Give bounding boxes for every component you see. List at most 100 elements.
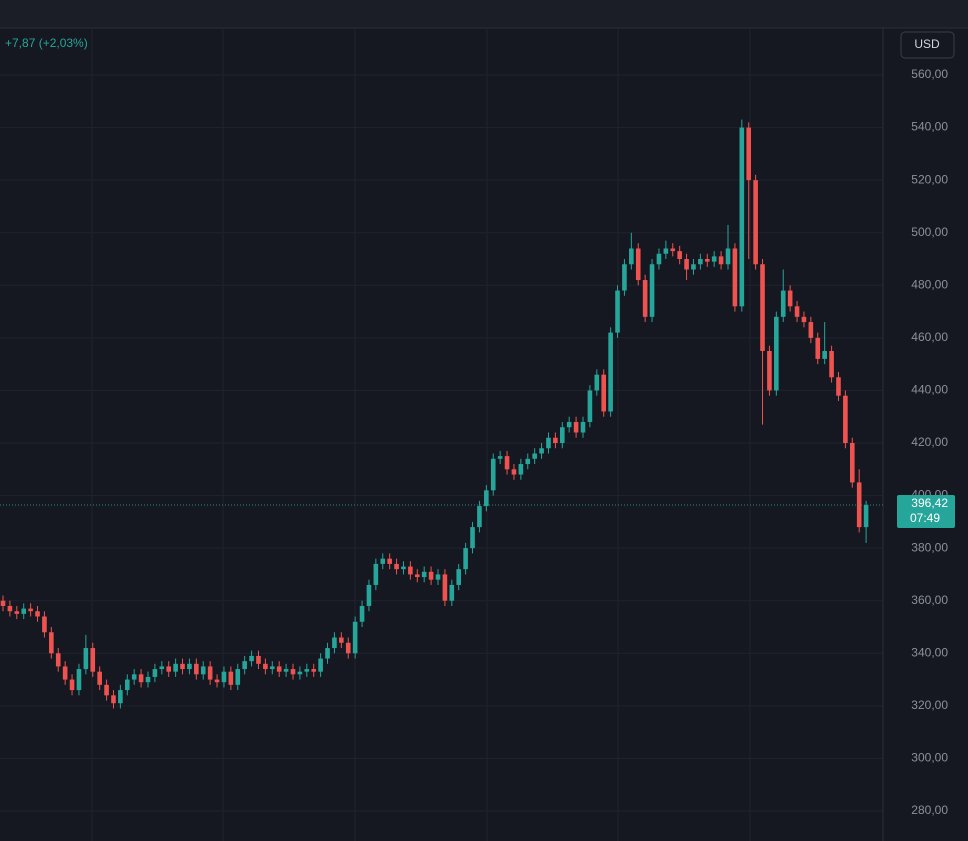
candle-body [414,574,420,578]
y-tick-label: 300,00 [911,751,948,765]
y-tick-label: 540,00 [911,120,948,134]
candle-body [35,611,40,617]
candle-body [608,332,613,412]
candle-body [760,264,765,351]
candle-body [746,127,752,181]
candle-body [442,574,448,601]
y-tick-label: 380,00 [911,540,948,554]
candle-body [408,566,413,575]
candle-body [359,605,365,622]
candle-body [269,666,275,670]
candle-body [207,666,213,680]
candle-body [642,280,648,317]
candle-body [794,306,800,317]
candles [0,119,869,709]
candle-body [180,663,185,670]
y-tick-label: 460,00 [911,330,948,344]
candle-body [28,608,33,612]
candle-body [815,337,821,359]
candle-body [780,290,786,317]
candle-body [55,653,61,667]
candle-body [484,490,489,507]
candle-body [421,571,427,578]
y-tick-label: 560,00 [911,67,948,81]
candle-body [843,395,848,443]
candle-body [691,264,696,270]
candle-body [829,351,834,378]
currency-label[interactable]: USD [914,37,940,51]
candle-body [856,482,862,528]
candle-body [124,679,130,691]
candle-body [90,648,96,672]
grid [0,74,883,812]
candle-body [131,674,137,680]
candle-body [546,437,551,449]
candle-body [704,259,710,262]
candle-body [539,448,544,454]
candle-body [166,666,172,672]
candle-body [373,563,379,585]
candle-body [42,616,47,633]
y-tick-label: 520,00 [911,172,948,186]
candle-body [394,563,399,570]
candle-body [753,180,758,265]
candle-body [774,316,779,391]
candle-body [663,248,669,254]
candle-body [532,453,537,459]
candle-body [767,351,772,391]
candle-body [497,456,503,459]
candle-body [194,663,199,675]
candle-body [283,669,289,672]
candle-body [304,669,310,672]
change-label: +7,87 (+2,03%) [5,36,88,50]
candle-body [235,669,241,685]
candle-body [477,506,482,528]
candle-body [725,248,731,265]
candle-body [836,377,841,396]
candle-body [580,421,586,433]
y-tick-label: 360,00 [911,593,948,607]
candle-body [849,443,855,483]
candle-body [822,351,827,359]
candle-body [221,671,227,683]
candle-body [187,663,192,670]
candle-body [83,648,89,670]
candle-body [456,569,462,585]
candle-body [104,684,109,696]
last-price-box [897,494,955,528]
candle-body [470,527,475,549]
candle-body [677,251,682,259]
candle-body [553,437,558,443]
candle-body [801,316,807,323]
y-tick-label: 280,00 [911,803,948,817]
candle-body [159,666,165,670]
candle-body [214,679,220,683]
candle-body [601,374,607,412]
candle-body [111,695,116,704]
candle-body [463,548,468,570]
candle-body [76,669,82,691]
candle-body [635,248,641,281]
candle-body [670,248,676,252]
candle-body [21,608,27,614]
candle-body [69,679,75,691]
last-price-label: 396,42 [911,496,948,510]
candle-body [228,671,234,685]
candle-body [573,421,579,433]
candle-body [739,127,745,307]
candle-body [297,671,303,675]
candle-body [649,264,655,317]
candle-body [684,259,689,270]
candle-body [276,666,282,672]
candle-body [449,584,455,601]
candle-body [698,259,703,265]
candle-body [559,427,565,443]
currency-button[interactable] [900,31,955,59]
candle-body [366,584,372,606]
candle-body [318,658,323,672]
candle-body [518,464,524,475]
candle-body [718,256,724,265]
candle-body [504,456,510,470]
y-tick-label: 500,00 [911,225,948,239]
